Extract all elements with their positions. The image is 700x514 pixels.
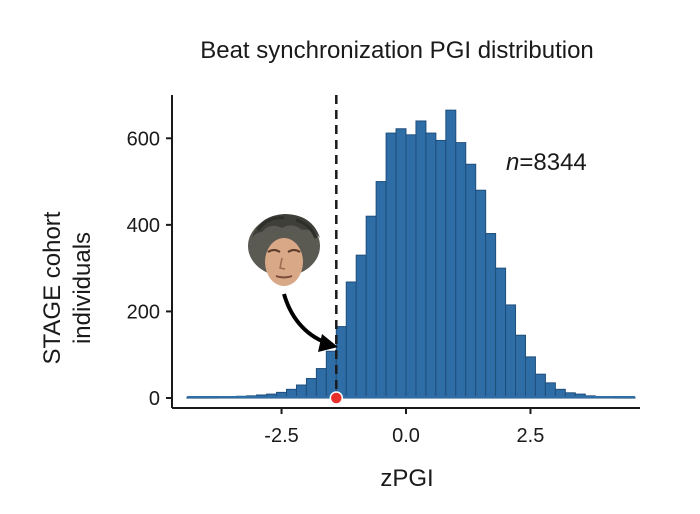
arrow-head-icon (318, 334, 338, 352)
histogram-bar (325, 350, 337, 399)
histogram-bar (485, 233, 497, 399)
chart-title: Beat synchronization PGI distribution (200, 37, 594, 64)
histogram-bar (315, 368, 327, 399)
y-tick-label: 600 (127, 128, 160, 150)
histogram-bar (465, 163, 477, 399)
highlight-point (329, 391, 344, 405)
sample-size-value: =8344 (519, 149, 586, 176)
histogram-bar (345, 281, 357, 399)
histogram-bar (305, 378, 317, 399)
histogram-bar (425, 132, 437, 399)
y-tick-label: 400 (127, 215, 160, 237)
histogram-bar (515, 334, 526, 399)
sample-size-annotation: n=8344 (506, 149, 587, 176)
histogram-bar (375, 181, 387, 399)
histogram-bar (445, 109, 457, 399)
x-tick-label: -2.5 (264, 425, 298, 447)
histogram-bar (415, 120, 427, 399)
y-tick-label: 200 (127, 301, 160, 323)
histogram-bar (534, 373, 546, 399)
histogram-bar (505, 304, 517, 399)
y-axis-title-line-1: STAGE cohort (39, 211, 66, 364)
histogram-bar (355, 254, 367, 399)
histogram-bar (365, 215, 377, 399)
histogram-bar (405, 134, 417, 399)
histogram-bar (435, 139, 447, 399)
x-axis-title: zPGI (380, 465, 433, 492)
histogram-bar (524, 356, 536, 399)
histogram-bar (475, 189, 487, 399)
histogram-bar (544, 382, 556, 399)
histogram-bar (495, 267, 507, 399)
histogram-bar (455, 142, 467, 399)
x-tick-label: 2.5 (517, 425, 545, 447)
x-axis-ticks: -2.5 0.0 2.5 (264, 408, 544, 447)
histogram-bars (186, 109, 636, 399)
y-axis-ticks: 0 200 400 600 (127, 128, 172, 410)
y-axis-title-line-2: individuals (69, 232, 96, 344)
sample-size-n-letter: n (506, 149, 519, 176)
y-tick-label: 0 (149, 388, 160, 410)
histogram-bar (395, 128, 407, 399)
histogram-bar (385, 132, 397, 399)
x-tick-label: 0.0 (392, 425, 420, 447)
histogram-bar (335, 326, 347, 399)
beethoven-portrait-icon (248, 214, 320, 286)
